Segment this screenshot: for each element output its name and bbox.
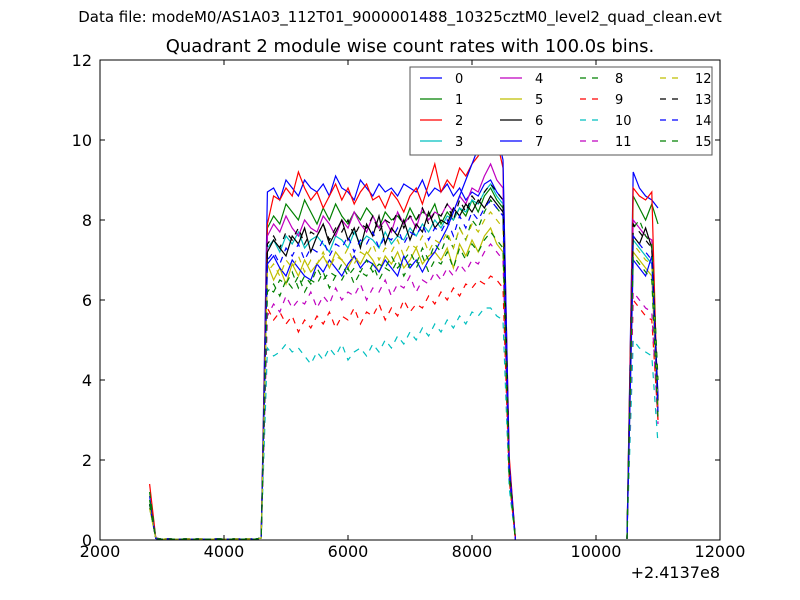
x-tick-label: 2000 (80, 542, 121, 561)
y-tick-label: 8 (82, 211, 92, 230)
legend-box (409, 66, 713, 156)
x-tick-label: 4000 (204, 542, 245, 561)
series-line-12 (149, 211, 659, 540)
legend-label-12: 12 (695, 72, 712, 87)
x-tick-label: 8000 (452, 542, 493, 561)
y-tick-label: 4 (82, 371, 92, 390)
series-line-8 (149, 198, 659, 540)
legend-label-14: 14 (695, 114, 712, 129)
legend-label-0: 0 (455, 72, 463, 87)
legend-label-15: 15 (695, 135, 712, 150)
x-tick-label: 6000 (328, 542, 369, 561)
legend-label-11: 11 (615, 135, 632, 150)
legend-label-5: 5 (535, 93, 543, 108)
y-tick-label: 10 (72, 131, 92, 150)
y-tick-label: 6 (82, 291, 92, 310)
legend-label-8: 8 (615, 72, 623, 87)
y-tick-label: 0 (82, 531, 92, 550)
chart-title: Quadrant 2 module wise count rates with … (165, 36, 655, 57)
legend-label-2: 2 (455, 114, 463, 129)
x-offset-label: +2.4137e8 (631, 563, 720, 582)
series-line-13 (149, 183, 659, 540)
series-line-9 (149, 275, 659, 540)
legend-label-3: 3 (455, 135, 463, 150)
series-line-6 (149, 194, 659, 540)
series-line-2 (149, 126, 659, 540)
legend-label-4: 4 (535, 72, 543, 87)
series-line-11 (149, 243, 659, 540)
legend-label-7: 7 (535, 135, 543, 150)
y-tick-label: 2 (82, 451, 92, 470)
figure-suptitle: Data file: modeM0/AS1A03_112T01_90000014… (78, 8, 722, 26)
series-line-7 (149, 123, 659, 540)
series-line-3 (149, 182, 659, 540)
legend-label-1: 1 (455, 93, 463, 108)
series-line-15 (149, 231, 659, 540)
legend-label-10: 10 (615, 114, 632, 129)
legend-label-13: 13 (695, 93, 712, 108)
legend-label-9: 9 (615, 93, 623, 108)
series-line-10 (149, 307, 659, 540)
y-tick-label: 12 (72, 51, 92, 70)
x-tick-label: 12000 (695, 542, 746, 561)
x-tick-label: 10000 (571, 542, 622, 561)
series-line-14 (149, 199, 659, 540)
legend-label-6: 6 (535, 114, 543, 129)
